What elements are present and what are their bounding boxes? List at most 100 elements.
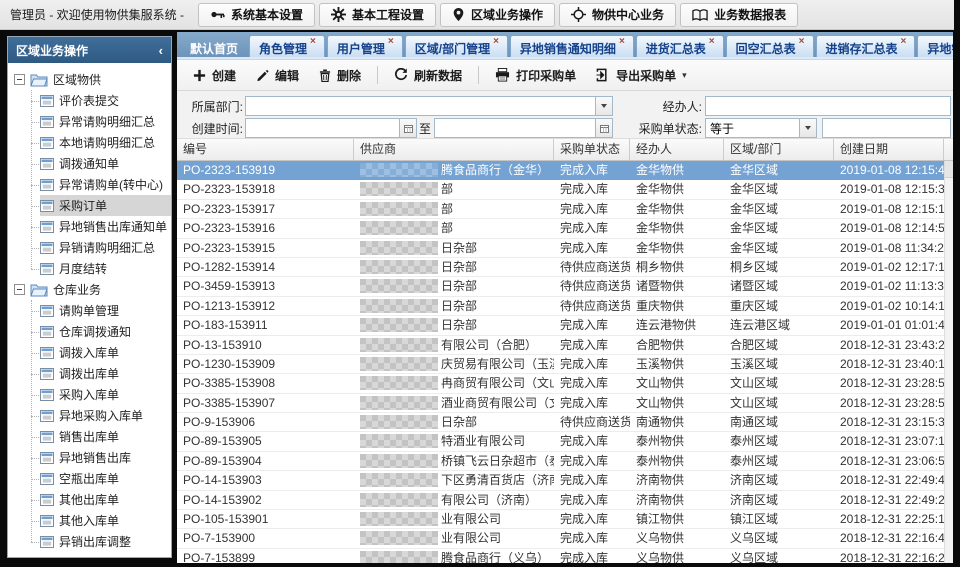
table-row[interactable]: PO-1213-153912 日杂部 待供应商送货 重庆物供 重庆区域 2019-01-0… xyxy=(177,296,953,317)
sidebar-item-remote-request-detail-summary[interactable]: 异销请购明细汇总 xyxy=(31,237,171,258)
date-from-input[interactable] xyxy=(246,119,399,137)
sidebar-item-remote-purchase-inbound[interactable]: 异地采购入库单 xyxy=(31,405,171,426)
tab-close-icon[interactable]: × xyxy=(900,36,907,47)
chevron-down-icon[interactable] xyxy=(595,97,612,115)
table-row[interactable]: PO-7-153899 腾食品商行（义乌） 完成入库 义乌物供 义乌区域 2018-12-… xyxy=(177,548,953,563)
date-to-input[interactable] xyxy=(435,119,595,137)
sidebar-group-region-supply[interactable]: 区域物供 xyxy=(14,69,171,90)
date-to-field[interactable] xyxy=(434,118,613,138)
tab-home[interactable]: 默认首页 xyxy=(180,35,247,57)
column-header[interactable]: 创建日期 xyxy=(834,139,944,160)
tab-remote-sales-notice-detail[interactable]: 异地销售通知明细 × xyxy=(509,35,634,57)
table-row[interactable]: PO-183-153911 日杂部 完成入库 连云港物供 连云港区域 2019-01-01… xyxy=(177,316,953,336)
sidebar-item-empty-bottle-outbound[interactable]: 空瓶出库单 xyxy=(31,468,171,489)
book-icon xyxy=(692,8,708,22)
table-row[interactable]: PO-14-153902 有限公司（济南） 完成入库 济南物供 济南区域 2018-12-… xyxy=(177,490,953,511)
sidebar-item-transfer-outbound[interactable]: 调拨出库单 xyxy=(31,363,171,384)
column-header[interactable]: 采购单状态 xyxy=(554,139,630,160)
sidebar-item-abnormal-request-to-center[interactable]: 异常请购单(转中心) xyxy=(31,174,171,195)
sidebar-item-purchase-order[interactable]: 采购订单 xyxy=(31,195,171,216)
department-select[interactable] xyxy=(245,96,613,116)
calendar-icon[interactable] xyxy=(399,119,416,137)
sidebar-item-evaluation-form-submit[interactable]: 评价表提交 xyxy=(31,90,171,111)
date-from-field[interactable] xyxy=(245,118,417,138)
tab-close-icon[interactable]: × xyxy=(708,36,715,47)
refresh-button[interactable]: 刷新数据 xyxy=(386,64,470,87)
menu-business-data-reports[interactable]: 业务数据报表 xyxy=(680,2,799,27)
expand-minus-icon[interactable] xyxy=(14,74,25,85)
create-button[interactable]: 创建 xyxy=(185,64,244,87)
sidebar-item-sales-outbound[interactable]: 销售出库单 xyxy=(31,426,171,447)
sidebar-item-remote-sales-outbound-adjust[interactable]: 异销出库调整 xyxy=(31,531,171,552)
cell-status: 完成入库 xyxy=(560,434,609,449)
table-row[interactable]: PO-89-153904 桥镇飞云日杂超市（泰州） 完成入库 泰州物供 泰州区域 2018… xyxy=(177,451,953,472)
sidebar-item-abnormal-request-detail-summary[interactable]: 异常请购明细汇总 xyxy=(31,111,171,132)
sidebar-item-request-order-management[interactable]: 请购单管理 xyxy=(31,300,171,321)
export-button[interactable]: 导出采购单 ▾ xyxy=(588,64,695,87)
sidebar-item-local-request-detail-summary[interactable]: 本地请购明细汇总 xyxy=(31,132,171,153)
department-input[interactable] xyxy=(246,97,595,115)
table-row[interactable]: PO-2323-153915 日杂部 完成入库 金华物供 金华区域 2019-01-08 … xyxy=(177,238,953,258)
menu-basic-project-settings[interactable]: 基本工程设置 xyxy=(319,2,437,27)
blurred-supplier-mask xyxy=(360,550,438,563)
sidebar-item-purchase-inbound[interactable]: 采购入库单 xyxy=(31,384,171,405)
operator-input[interactable] xyxy=(706,97,950,115)
sidebar-item-other-inbound[interactable]: 其他入库单 xyxy=(31,510,171,531)
expand-minus-icon[interactable] xyxy=(14,284,25,295)
tab-role-management[interactable]: 角色管理 × xyxy=(249,35,325,57)
sidebar-group-warehouse-business[interactable]: 仓库业务 xyxy=(14,279,171,300)
operator-field[interactable] xyxy=(705,96,951,116)
table-row[interactable]: PO-1282-153914 日杂部 待供应商送货 桐乡物供 桐乡区域 2019-01-0… xyxy=(177,257,953,278)
tab-close-icon[interactable]: × xyxy=(798,36,805,47)
table-row[interactable]: PO-13-153910 有限公司（合肥） 完成入库 合肥物供 合肥区域 2018-12-… xyxy=(177,335,953,355)
table-row[interactable]: PO-2323-153917 部 完成入库 金华物供 金华区域 2019-01-08 12… xyxy=(177,199,953,220)
column-header[interactable]: 供应商 xyxy=(354,139,554,160)
table-row[interactable]: PO-7-153900 业有限公司 完成入库 义乌物供 义乌区域 2018-12-31 2… xyxy=(177,529,953,549)
status-value-field[interactable] xyxy=(822,118,951,138)
table-row[interactable]: PO-9-153906 日杂部 待供应商送货 南通物供 南通区域 2018-12-31 2… xyxy=(177,413,953,433)
print-button[interactable]: 打印采购单 xyxy=(487,64,584,87)
tab-remote-sales-adjust-detail[interactable]: 异地销售调整明细× xyxy=(917,35,953,57)
tab-close-icon[interactable]: × xyxy=(493,36,499,47)
chevron-down-icon[interactable] xyxy=(799,119,816,137)
tab-purchase-summary[interactable]: 进货汇总表 × xyxy=(635,35,724,57)
menu-region-business-operations[interactable]: 区域业务操作 xyxy=(440,2,556,27)
collapse-left-icon[interactable]: ‹ xyxy=(158,42,163,58)
table-row[interactable]: PO-2323-153918 部 完成入库 金华物供 金华区域 2019-01-08 12… xyxy=(177,180,953,200)
tab-close-icon[interactable]: × xyxy=(387,36,394,47)
tab-close-icon[interactable]: × xyxy=(618,36,625,47)
sidebar-item-other-outbound[interactable]: 其他出库单 xyxy=(31,489,171,510)
table-row[interactable]: PO-105-153901 业有限公司 完成入库 镇江物供 镇江区域 2018-12-31… xyxy=(177,510,953,530)
sidebar-item-transfer-inbound[interactable]: 调拨入库单 xyxy=(31,342,171,363)
table-row[interactable]: PO-14-153903 下区勇清百货店（济南） 完成入库 济南物供 济南区域 2018-… xyxy=(177,471,953,491)
menu-supply-center-business[interactable]: 物供中心业务 xyxy=(559,2,677,27)
edit-button[interactable]: 编辑 xyxy=(248,64,307,87)
tab-empty-return-summary[interactable]: 回空汇总表 × xyxy=(725,35,814,57)
column-header[interactable]: 区域/部门 xyxy=(724,139,834,160)
sidebar-item-monthly-closing[interactable]: 月度结转 xyxy=(31,258,171,279)
sidebar-item-remote-sales-outbound[interactable]: 异地销售出库 xyxy=(31,447,171,468)
status-value-input[interactable] xyxy=(823,119,950,137)
status-operator-input[interactable] xyxy=(706,119,799,137)
table-row[interactable]: PO-2323-153916 部 完成入库 金华物供 金华区域 2019-01-08 12… xyxy=(177,219,953,239)
sidebar-item-remote-sales-outbound-notice[interactable]: 异地销售出库通知单 xyxy=(31,216,171,237)
table-row[interactable]: PO-2323-153919 腾食品商行（金华） 完成入库 金华物供 金华区域 2019-… xyxy=(177,161,953,181)
table-row[interactable]: PO-3459-153913 日杂部 待供应商送货 诸暨物供 诸暨区域 2019-01-0… xyxy=(177,277,953,297)
delete-button[interactable]: 删除 xyxy=(311,64,369,87)
sidebar-item-transfer-notice[interactable]: 调拨通知单 xyxy=(31,153,171,174)
tab-user-management[interactable]: 用户管理 × xyxy=(326,35,403,57)
tab-purchase-sale-stock-summary[interactable]: 进销存汇总表 × xyxy=(815,35,916,57)
tab-region-department-management[interactable]: 区域/部门管理 × xyxy=(404,35,508,57)
menu-system-basic-settings[interactable]: 系统基本设置 xyxy=(198,2,316,27)
table-row[interactable]: PO-3385-153907 酒业商贸有限公司（文山） 完成入库 文山物供 文山区域 20… xyxy=(177,393,953,414)
status-operator-select[interactable] xyxy=(705,118,817,138)
sidebar-item-warehouse-transfer-notice[interactable]: 仓库调拨通知 xyxy=(31,321,171,342)
tab-close-icon[interactable]: × xyxy=(310,36,316,47)
calendar-icon[interactable] xyxy=(595,119,612,137)
column-header[interactable]: 编号 xyxy=(177,139,354,160)
table-row[interactable]: PO-1230-153909 庆贸易有限公司（玉溪） 完成入库 玉溪物供 玉溪区域 201… xyxy=(177,354,953,375)
table-row[interactable]: PO-3385-153908 冉商贸有限公司（文山） 完成入库 文山物供 文山区域 201… xyxy=(177,374,953,394)
column-header[interactable]: 经办人 xyxy=(630,139,724,160)
vertical-scrollbar[interactable] xyxy=(944,161,953,563)
table-row[interactable]: PO-89-153905 特酒业有限公司 完成入库 泰州物供 泰州区域 2018-12-3… xyxy=(177,432,953,452)
